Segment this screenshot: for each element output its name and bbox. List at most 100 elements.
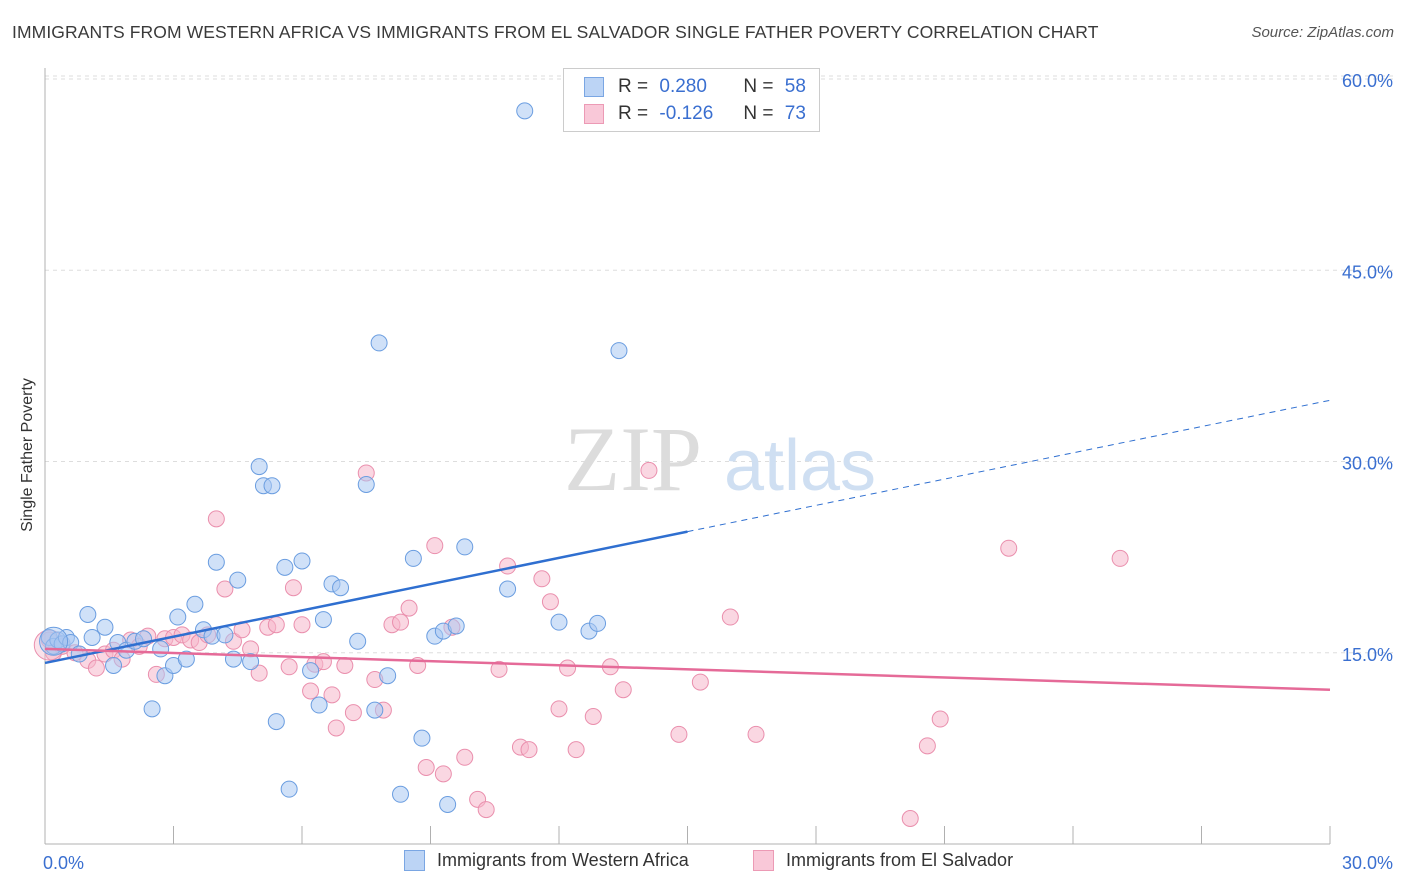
legend-n-label: N = (743, 76, 774, 97)
y-tick-label: 15.0% (1342, 645, 1393, 665)
data-point (302, 662, 320, 680)
data-point (400, 599, 418, 617)
legend-r-value: -0.126 (659, 103, 714, 124)
trend-line-el-salvador (44, 647, 1331, 691)
data-point (87, 659, 105, 677)
data-point (417, 759, 435, 776)
data-point (284, 579, 302, 597)
chart-title: IMMIGRANTS FROM WESTERN AFRICA VS IMMIGR… (12, 22, 1099, 42)
chart-source: Source: ZipAtlas.com (1251, 24, 1394, 41)
data-point (96, 618, 114, 636)
data-point (931, 710, 949, 728)
data-point (79, 606, 97, 623)
data-point (670, 725, 688, 743)
legend-n-value: 58 (784, 76, 806, 97)
legend-swatch-blue (584, 77, 604, 97)
legend-n-label: N = (743, 103, 774, 124)
data-point (610, 342, 628, 360)
data-point (105, 657, 123, 674)
bottom-legend-swatch-blue (404, 850, 425, 871)
data-point (323, 686, 341, 704)
data-point (1111, 549, 1129, 567)
data-point (533, 570, 551, 588)
data-point (691, 673, 709, 691)
data-point (293, 616, 311, 634)
data-point (152, 640, 170, 658)
data-point (280, 780, 298, 798)
data-point (379, 667, 397, 685)
legend-n-value: 73 (784, 103, 806, 124)
data-point (918, 737, 936, 755)
stats-legend: R = 0.280 N = 58 R = -0.126 N = 73 (563, 68, 820, 132)
bottom-legend-swatch-pink (753, 850, 774, 871)
data-point (901, 810, 919, 827)
y-tick-labels: 15.0% 30.0% 45.0% 60.0% (1342, 71, 1393, 665)
data-point (1000, 539, 1018, 557)
data-point (314, 611, 332, 629)
data-point (447, 617, 465, 635)
watermark-atlas: atlas (724, 426, 876, 506)
data-point (327, 719, 345, 737)
watermark-zip: ZIP (564, 408, 702, 510)
data-point (404, 549, 422, 567)
data-point (186, 595, 204, 613)
data-point (392, 613, 410, 631)
data-point (276, 558, 294, 576)
data-point (550, 613, 568, 631)
data-point (550, 700, 568, 718)
data-point (456, 748, 474, 766)
bottom-legend-label-west-africa: Immigrants from Western Africa (437, 850, 689, 870)
data-point (216, 580, 234, 598)
data-point (516, 102, 534, 120)
data-point (520, 741, 538, 759)
data-point (242, 653, 260, 671)
legend-r-value: 0.280 (659, 76, 707, 97)
legend-row-west-africa: R = 0.280 N = 58 (584, 75, 806, 99)
data-point (567, 741, 585, 759)
data-point (336, 657, 354, 674)
trend-lines (44, 399, 1331, 691)
data-point (499, 580, 517, 598)
bottom-legend-label-el-salvador: Immigrants from El Salvador (786, 850, 1014, 870)
legend-r-label: R = (618, 103, 649, 124)
data-point (250, 664, 268, 682)
data-point (263, 477, 281, 495)
bottom-legend-west-africa: Immigrants from Western Africa (404, 850, 689, 871)
data-point (293, 552, 311, 570)
data-point (434, 765, 452, 783)
data-point (169, 608, 187, 626)
data-point (366, 701, 384, 719)
el-salvador-points (33, 461, 1129, 827)
data-point (302, 682, 320, 700)
data-point (250, 458, 268, 476)
data-point (413, 729, 431, 747)
data-point (541, 593, 559, 611)
data-point (207, 553, 225, 571)
data-point (747, 725, 765, 743)
data-point (332, 579, 350, 597)
legend-r-label: R = (618, 76, 649, 97)
x-max-label: 30.0% (1342, 853, 1393, 873)
data-point (229, 571, 247, 589)
x-ticks (44, 826, 1331, 844)
data-point (614, 681, 632, 699)
x-min-label: 0.0% (43, 853, 84, 873)
data-point (721, 608, 739, 626)
grid-lines (45, 75, 1393, 654)
y-tick-label: 60.0% (1342, 71, 1393, 91)
data-point (267, 713, 285, 731)
data-point (357, 475, 375, 493)
west-africa-points (39, 102, 628, 813)
data-point (640, 461, 658, 479)
data-point (344, 704, 362, 722)
data-point (559, 659, 577, 677)
data-point-cluster (39, 626, 69, 656)
data-point (589, 614, 607, 632)
data-point (83, 628, 101, 646)
data-point (143, 700, 161, 718)
data-point (216, 626, 234, 644)
data-point (392, 785, 410, 803)
data-point (477, 801, 495, 819)
data-point (349, 632, 367, 650)
